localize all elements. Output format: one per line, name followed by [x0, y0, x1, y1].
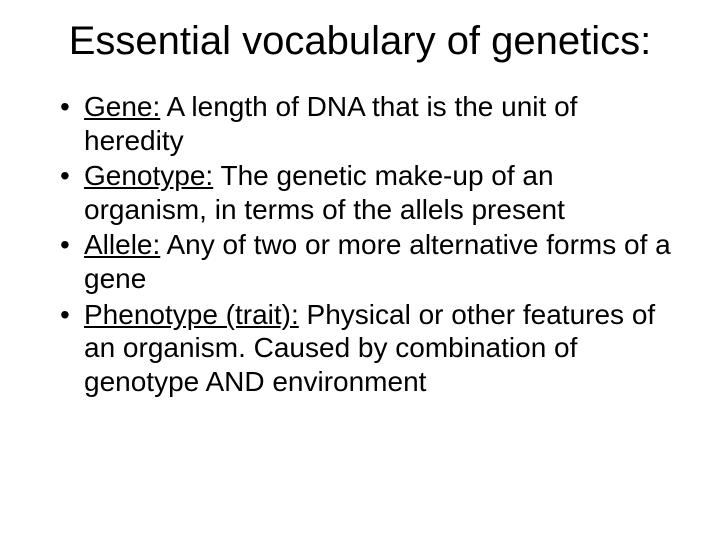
term: Gene: [84, 91, 160, 122]
slide: Essential vocabulary of genetics: Gene: … [0, 0, 720, 540]
definition: Any of two or more alternative forms of … [84, 229, 671, 294]
slide-title: Essential vocabulary of genetics: [40, 18, 680, 64]
list-item: Genotype: The genetic make-up of an orga… [60, 159, 680, 226]
list-item: Allele: Any of two or more alternative f… [60, 228, 680, 295]
term: Allele: [84, 229, 160, 260]
bullet-list: Gene: A length of DNA that is the unit o… [40, 90, 680, 398]
list-item: Phenotype (trait): Physical or other fea… [60, 298, 680, 399]
term: Phenotype (trait): [84, 299, 299, 330]
term: Genotype: [84, 160, 213, 191]
list-item: Gene: A length of DNA that is the unit o… [60, 90, 680, 157]
